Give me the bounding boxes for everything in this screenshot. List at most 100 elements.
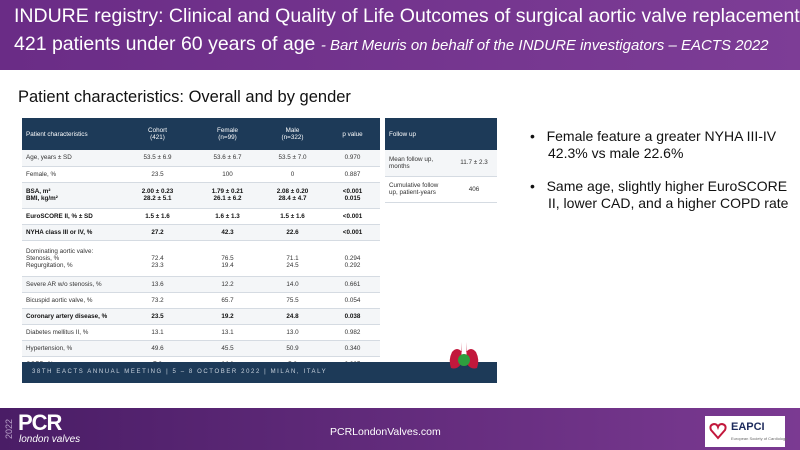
column-header: p value bbox=[325, 118, 380, 150]
table-cell: Female, % bbox=[22, 166, 120, 183]
table-cell: 13.0 bbox=[260, 324, 325, 341]
table-cell: 23.5 bbox=[120, 308, 195, 325]
table-cell: 72.4 23.3 bbox=[120, 240, 195, 277]
column-header: Cohort (421) bbox=[120, 118, 195, 150]
table-row: EuroSCORE II, % ± SD 1.5 ± 1.6 1.6 ± 1.3 1.… bbox=[22, 208, 380, 225]
table-cell: 73.2 bbox=[120, 292, 195, 309]
table-cell: 0.887 bbox=[325, 166, 380, 183]
table-cell: Hypertension, % bbox=[22, 340, 120, 357]
table-row: Age, years ± SD 53.5 ± 6.9 53.6 ± 6.7 53.5 … bbox=[22, 150, 380, 167]
table-cell: Dominating aortic valve: Stenosis, % Reg… bbox=[22, 240, 120, 277]
eapci-name: EAPCI bbox=[731, 421, 765, 433]
column-header: Female (n=99) bbox=[195, 118, 260, 150]
table-cell: 406 bbox=[451, 176, 498, 203]
table-cell: 0 bbox=[260, 166, 325, 183]
table-cell: <0.001 bbox=[325, 224, 380, 241]
table-cell: 24.8 bbox=[260, 308, 325, 325]
table-cell: 65.7 bbox=[195, 292, 260, 309]
table-cell: 0.054 bbox=[325, 292, 380, 309]
table-cell: 13.1 bbox=[195, 324, 260, 341]
table-cell: 0.661 bbox=[325, 276, 380, 293]
table-cell: 1.5 ± 1.6 bbox=[120, 208, 195, 225]
table-cell: 0.982 bbox=[325, 324, 380, 341]
table-row: BSA, m² BMI, kg/m² 2.00 ± 0.23 28.2 ± 5.1… bbox=[22, 182, 380, 209]
table-cell: 71.1 24.5 bbox=[260, 240, 325, 277]
table-cell: 53.5 ± 6.9 bbox=[120, 150, 195, 167]
title-line: INDURE registry: Clinical and Quality of… bbox=[14, 5, 800, 27]
table-row: Hypertension, % 49.6 45.5 50.9 0.340 bbox=[22, 340, 380, 357]
table-cell: 0.294 0.292 bbox=[325, 240, 380, 277]
bullet: • Same age, slightly higher EuroSCORE II… bbox=[530, 178, 789, 211]
table-cell: 0.970 bbox=[325, 150, 380, 167]
table-cell: 100 bbox=[195, 166, 260, 183]
table-cell: Diabetes mellitus II, % bbox=[22, 324, 120, 341]
table-row: Cumulative follow up, patient-years 406 bbox=[385, 176, 498, 203]
logo-name: PCR bbox=[18, 410, 62, 435]
table-cell: 19.2 bbox=[195, 308, 260, 325]
table-cell: 42.3 bbox=[195, 224, 260, 241]
table-cell: 0.340 bbox=[325, 340, 380, 357]
table-cell: EuroSCORE II, % ± SD bbox=[22, 208, 120, 225]
eapci-logo: EAPCI European Society of Cardiology bbox=[705, 416, 788, 447]
table-row: Mean follow up, months 11.7 ± 2.3 bbox=[385, 150, 498, 177]
logo-sub: london valves bbox=[19, 434, 81, 445]
characteristics-table: Patient characteristics Cohort (421) Femal… bbox=[22, 118, 380, 373]
table-cell: 50.9 bbox=[260, 340, 325, 357]
table-cell: 13.1 bbox=[120, 324, 195, 341]
table-cell: 1.79 ± 0.21 26.1 ± 6.2 bbox=[195, 182, 260, 209]
eapci-heart bbox=[709, 422, 727, 440]
table-row: NYHA class III or IV, % 27.2 42.3 22.6 <0.00… bbox=[22, 224, 380, 241]
eapci-sub: European Society of Cardiology bbox=[731, 436, 788, 441]
table-cell: <0.001 0.015 bbox=[325, 182, 380, 209]
table-row: Diabetes mellitus II, % 13.1 13.1 13.0 0.982 bbox=[22, 324, 380, 341]
table-cell: 12.2 bbox=[195, 276, 260, 293]
section-title: Patient characteristics: Overall and by … bbox=[18, 88, 351, 106]
table-row: Dominating aortic valve: Stenosis, % Reg… bbox=[22, 240, 380, 277]
table-footer: 38TH EACTS ANNUAL MEETING | 5 – 8 OCTOBE… bbox=[22, 362, 497, 383]
table-cell: 14.0 bbox=[260, 276, 325, 293]
table-cell: Severe AR w/o stenosis, % bbox=[22, 276, 120, 293]
table-cell: 2.00 ± 0.23 28.2 ± 5.1 bbox=[120, 182, 195, 209]
column-header: Follow up bbox=[385, 118, 498, 150]
table-cell: 49.6 bbox=[120, 340, 195, 357]
header-band bbox=[0, 0, 800, 70]
table-cell: BSA, m² BMI, kg/m² bbox=[22, 182, 120, 209]
table-row: Coronary artery disease, % 23.5 19.2 24.8 0.… bbox=[22, 308, 380, 325]
table-cell: Age, years ± SD bbox=[22, 150, 120, 167]
table-cell: Mean follow up, months bbox=[385, 150, 451, 177]
table-cell: 23.5 bbox=[120, 166, 195, 183]
table-cell: Bicuspid aortic valve, % bbox=[22, 292, 120, 309]
table-cell: 0.038 bbox=[325, 308, 380, 325]
table-cell: Coronary artery disease, % bbox=[22, 308, 120, 325]
table-cell: 75.5 bbox=[260, 292, 325, 309]
table-cell: NYHA class III or IV, % bbox=[22, 224, 120, 241]
table-cell: 76.5 19.4 bbox=[195, 240, 260, 277]
table-cell: 13.6 bbox=[120, 276, 195, 293]
table-cell: 53.5 ± 7.0 bbox=[260, 150, 325, 167]
table-cell: 2.08 ± 0.20 28.4 ± 4.7 bbox=[260, 182, 325, 209]
bullet-text: Female feature a greater NYHA III-IV 42.… bbox=[546, 128, 777, 161]
title-line: 421 patients under 60 years of age - Bar… bbox=[14, 33, 769, 56]
bullet: • Female feature a greater NYHA III-IV 4… bbox=[530, 128, 777, 161]
follow-up-table: Follow up Mean follow up, months 11.7 ± 2.… bbox=[385, 118, 498, 203]
table-row: Bicuspid aortic valve, % 73.2 65.7 75.5 0.05… bbox=[22, 292, 380, 309]
table-cell: 1.6 ± 1.3 bbox=[195, 208, 260, 225]
subtitle: - Bart Meuris on behalf of the INDURE in… bbox=[320, 37, 769, 54]
table-cell: 1.5 ± 1.6 bbox=[260, 208, 325, 225]
table-row: Female, % 23.5 100 0 0.887 bbox=[22, 166, 380, 183]
table-cell: 22.6 bbox=[260, 224, 325, 241]
logo-year: 2022 bbox=[4, 418, 14, 440]
table-cell: 27.2 bbox=[120, 224, 195, 241]
table-cell: 11.7 ± 2.3 bbox=[451, 150, 498, 177]
bullet-text: Same age, slightly higher EuroSCORE II, … bbox=[546, 178, 789, 211]
column-header: Male (n=322) bbox=[260, 118, 325, 150]
table-row: Severe AR w/o stenosis, % 13.6 12.2 14.0 0.6… bbox=[22, 276, 380, 293]
header-row: Follow up bbox=[385, 118, 498, 150]
title-line: 421 patients under 60 years of age bbox=[14, 33, 316, 55]
table-cell: Cumulative follow up, patient-years bbox=[385, 176, 451, 203]
table-cell: 53.6 ± 6.7 bbox=[195, 150, 260, 167]
column-header: Patient characteristics bbox=[22, 118, 120, 150]
table-cell: 45.5 bbox=[195, 340, 260, 357]
footer-band bbox=[0, 408, 800, 450]
